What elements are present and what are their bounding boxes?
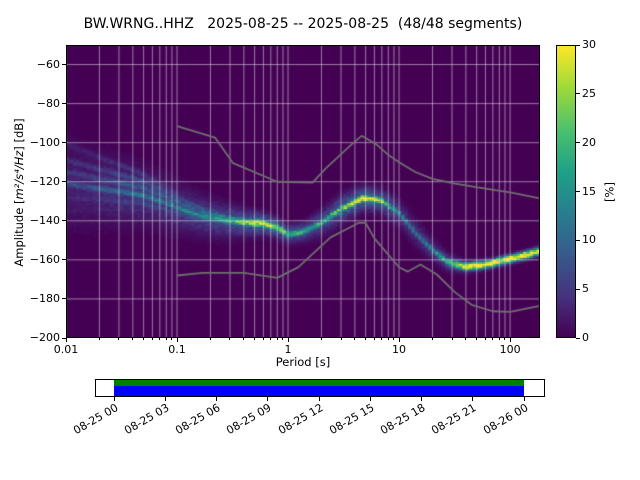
colorbar-tick [576,191,580,192]
y-tick-label: −200 [29,331,60,344]
x-axis-minor-tick [431,338,433,340]
x-axis-tick [176,338,178,342]
colorbar-tick [576,337,580,339]
x-axis-minor-tick [243,338,245,340]
x-axis-tick [287,338,289,342]
x-axis-minor-tick [373,338,375,340]
x-tick-label: 0.01 [53,343,79,356]
x-axis-tick [65,338,67,342]
x-axis-minor-tick [282,338,284,340]
y-tick-label: −100 [29,135,60,149]
colorbar-tick [576,288,580,290]
time-axis-tick [164,397,166,401]
y-tick-label: −80 [36,96,60,110]
time-axis-tick [369,397,371,401]
y-axis-tick [62,298,66,300]
colorbar-tick [576,239,580,241]
y-tick-label: −160 [29,252,60,266]
colorbar-tick-label: 20 [582,135,596,149]
colorbar-tick [576,93,580,95]
time-tick-label: 08-25 18 [378,401,428,438]
x-axis-minor-tick [476,338,478,340]
x-axis-minor-tick [159,338,161,340]
x-axis-tick [509,338,511,342]
x-axis-minor-tick [492,338,494,340]
y-axis-tick [62,181,66,183]
time-tick-label: 08-25 12 [275,401,325,438]
colorbar [556,45,576,338]
time-tick-label: 08-25 00 [70,401,120,438]
x-axis-minor-tick [270,338,272,340]
time-tick-label: 08-26 00 [480,401,530,438]
x-axis-minor-tick [484,338,486,340]
time-axis-tick [421,397,422,401]
time-axis-tick [472,397,474,401]
y-tick-label: −120 [29,174,60,188]
x-axis-minor-tick [254,338,256,340]
x-axis-minor-tick [276,338,278,340]
x-tick-label: 0.1 [168,343,186,356]
colorbar-tick-label: 0 [582,331,589,344]
x-axis-label: Period [s] [275,355,331,369]
y-axis-tick [62,337,66,339]
x-axis-minor-tick [143,338,145,340]
time-tick-label: 08-25 21 [429,401,479,438]
x-axis-minor-tick [365,338,367,340]
y-tick-label: −140 [29,213,60,227]
time-axis-tick [216,397,217,401]
x-tick-label: 10 [392,343,407,356]
y-tick-label: −180 [29,291,60,305]
y-axis-tick [62,220,66,222]
x-axis-minor-tick [262,338,264,340]
x-axis-minor-tick [498,338,500,340]
time-tick-label: 08-25 09 [224,401,274,438]
colorbar-tick-label: 5 [582,282,589,296]
time-axis-tick [523,397,525,401]
time-axis-tick [113,397,115,401]
y-axis-tick [62,64,66,66]
x-axis-minor-tick [465,338,467,340]
x-axis-tick [398,338,400,342]
x-axis-minor-tick [340,338,342,340]
x-axis-minor-tick [151,338,153,340]
time-axis-tick [267,397,269,401]
x-axis-minor-tick [320,338,322,340]
x-tick-label: 1 [284,343,292,356]
y-axis-tick [62,142,66,144]
y-axis-tick [62,103,66,105]
time-tick-label: 08-25 06 [173,401,223,438]
coverage-bar-green-segment [114,380,524,386]
x-axis-minor-tick [354,338,356,340]
colorbar-label: [%] [602,182,617,202]
x-axis-minor-tick [209,338,211,340]
x-axis-minor-tick [118,338,120,340]
x-axis-minor-tick [98,338,100,340]
x-axis-minor-tick [393,338,395,340]
colorbar-tick-label: 30 [582,38,596,51]
x-axis-minor-tick [504,338,506,340]
time-tick-label: 08-25 15 [326,401,377,438]
y-tick-label: −60 [36,57,60,71]
colorbar-tick-label: 15 [582,184,596,198]
x-axis-minor-tick [451,338,453,340]
x-axis-minor-tick [171,338,173,340]
plot-title: BW.WRNG..HHZ 2025-08-25 -- 2025-08-25 (4… [83,16,523,32]
time-tick-label: 08-25 03 [121,401,172,438]
x-axis-minor-tick [229,338,231,340]
coverage-bar-blue-segment [114,386,524,396]
colorbar-tick-label: 25 [582,86,596,100]
colorbar-tick-label: 10 [582,233,596,247]
x-axis-minor-tick [132,338,134,340]
x-tick-label: 100 [499,343,521,356]
x-axis-minor-tick [165,338,167,340]
ppsd-histogram-canvas [66,45,540,338]
y-axis-tick [62,259,66,261]
x-axis-minor-tick [381,338,383,340]
colorbar-tick [576,142,580,144]
colorbar-tick [576,44,580,46]
x-axis-minor-tick [387,338,389,340]
time-axis-tick [318,397,320,401]
